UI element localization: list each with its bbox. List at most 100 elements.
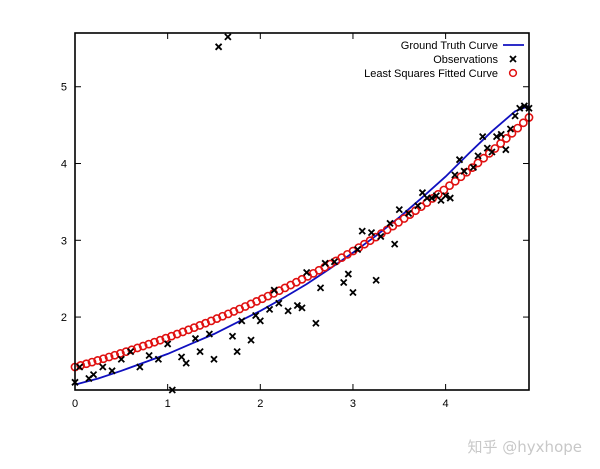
observation-stroke [460, 167, 468, 175]
observation-stroke [414, 202, 422, 210]
observation-stroke [75, 363, 84, 371]
observation-point [99, 363, 107, 371]
observation-point [182, 359, 190, 367]
observation-stroke [520, 102, 529, 110]
observation-point [312, 319, 320, 327]
observation-point [228, 332, 237, 340]
observation-stroke [511, 112, 519, 120]
observation-point [358, 227, 366, 235]
observation-point [492, 133, 501, 141]
observation-point [233, 347, 241, 356]
fitted-point [167, 331, 176, 341]
observation-stroke [265, 305, 274, 314]
fitted-point [87, 357, 97, 367]
observation-stroke [455, 156, 464, 164]
observation-point [428, 194, 436, 202]
observation-stroke [502, 146, 510, 154]
fitted-point [144, 339, 154, 349]
observation-stroke [395, 205, 403, 214]
legend-x-swatch [509, 55, 517, 63]
observation-stroke [428, 194, 436, 202]
observation-point [293, 301, 302, 310]
observation-point [511, 112, 519, 120]
observation-point [404, 209, 413, 218]
observation-stroke [210, 355, 218, 363]
fitted-point [150, 337, 159, 347]
observation-stroke [182, 359, 190, 367]
legend-circle-swatch [508, 68, 518, 78]
observation-stroke [483, 144, 491, 152]
observation-stroke [479, 133, 487, 141]
y-tick-label: 3 [61, 235, 67, 247]
observation-point [349, 288, 357, 297]
observation-point [506, 125, 515, 133]
observation-point [502, 146, 510, 154]
observation-point [451, 171, 459, 179]
fitted-point [93, 356, 103, 365]
observation-stroke [488, 148, 496, 156]
observation-point [136, 363, 144, 371]
observation-stroke [367, 228, 376, 237]
observation-point [108, 367, 116, 375]
observation-stroke [344, 270, 352, 278]
observation-stroke [441, 192, 450, 200]
observation-stroke [474, 152, 482, 160]
observation-stroke [247, 336, 255, 344]
x-tick-label: 0 [72, 398, 78, 410]
observation-stroke [451, 171, 459, 179]
observation-stroke [312, 319, 320, 327]
observation-stroke [497, 130, 505, 138]
observation-stroke [205, 330, 213, 338]
fitted-point [445, 181, 454, 191]
fitted-point [133, 343, 142, 353]
observation-point [330, 258, 339, 266]
legend-label: Ground Truth Curve [401, 40, 498, 52]
observation-point [353, 245, 362, 254]
observation-stroke [386, 219, 394, 228]
observation-point [520, 102, 529, 110]
fitted-point [399, 214, 409, 223]
axis-ticks: 0 1 2 3 4 2 3 4 5 [61, 33, 529, 410]
observation-stroke [233, 347, 241, 356]
observation-stroke [126, 347, 135, 356]
x-tick-label: 4 [443, 398, 449, 410]
observation-point [196, 347, 204, 356]
observation-point [224, 33, 232, 41]
observation-point [75, 363, 84, 371]
fitted-point [138, 341, 148, 351]
fitted-point [450, 176, 460, 186]
observation-stroke [391, 240, 399, 248]
y-tick-label: 4 [61, 159, 67, 171]
observation-stroke [469, 163, 478, 171]
x-tick-label: 1 [165, 398, 171, 410]
observation-point [321, 259, 329, 267]
observation-point [386, 219, 394, 228]
observation-point [238, 317, 246, 325]
observation-stroke [214, 43, 223, 51]
fitted-point [518, 118, 528, 128]
fitted-point [473, 158, 483, 168]
observation-stroke [177, 353, 186, 361]
observation-point [191, 334, 200, 343]
observation-stroke [298, 304, 306, 312]
observation-point [469, 163, 478, 171]
observation-point [372, 276, 380, 284]
observation-stroke [372, 276, 380, 284]
observation-stroke [196, 347, 204, 356]
fitted-point [513, 123, 523, 133]
observation-stroke [293, 301, 302, 310]
fitted-point [110, 350, 120, 360]
fitted-point [467, 163, 477, 173]
fitted-point [428, 194, 437, 203]
observation-stroke [302, 268, 311, 277]
observation-point [488, 148, 496, 156]
fitted-point [104, 352, 114, 362]
observation-point [177, 353, 186, 361]
observation-point [205, 330, 213, 338]
observation-point [298, 304, 306, 312]
observation-point [89, 371, 98, 379]
observation-stroke [418, 189, 427, 197]
observation-stroke [284, 307, 292, 315]
observation-stroke [228, 332, 237, 340]
